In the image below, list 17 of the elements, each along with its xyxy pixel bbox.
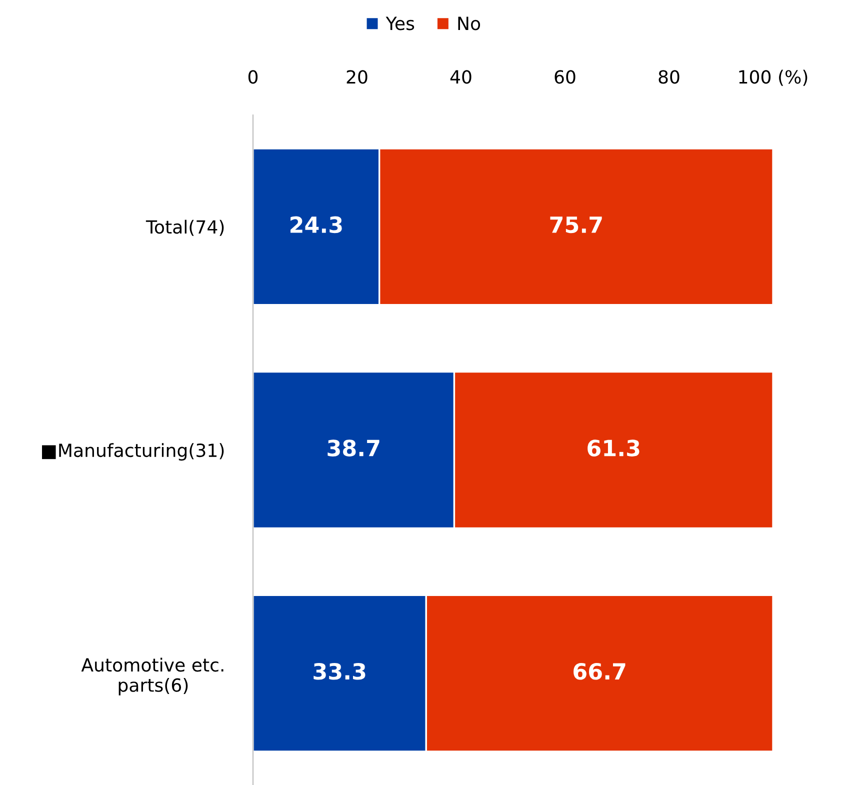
x-tick-label: 60 bbox=[554, 70, 576, 84]
data-label: 61.3 bbox=[588, 440, 640, 456]
x-tick-label: 40 bbox=[450, 70, 472, 84]
data-label: 33.3 bbox=[314, 662, 366, 680]
x-tick-label: 20 bbox=[346, 70, 368, 84]
y-tick-label: Automotive etc. parts(6) bbox=[81, 658, 224, 696]
x-tick-label: 80 bbox=[658, 70, 680, 84]
legend-label: No bbox=[458, 16, 480, 30]
data-label: 24.3 bbox=[290, 216, 342, 234]
data-label: 75.7 bbox=[550, 216, 602, 234]
legend-label: Yes bbox=[386, 16, 414, 30]
x-tick-label: 100 (%) bbox=[739, 70, 808, 86]
y-tick-label: ■Manufacturing(31) bbox=[42, 443, 224, 461]
x-tick-label: 0 bbox=[248, 70, 258, 84]
data-label: 66.7 bbox=[574, 662, 626, 680]
y-tick-label: Total(74) bbox=[146, 220, 224, 236]
data-label: 38.7 bbox=[328, 440, 380, 456]
